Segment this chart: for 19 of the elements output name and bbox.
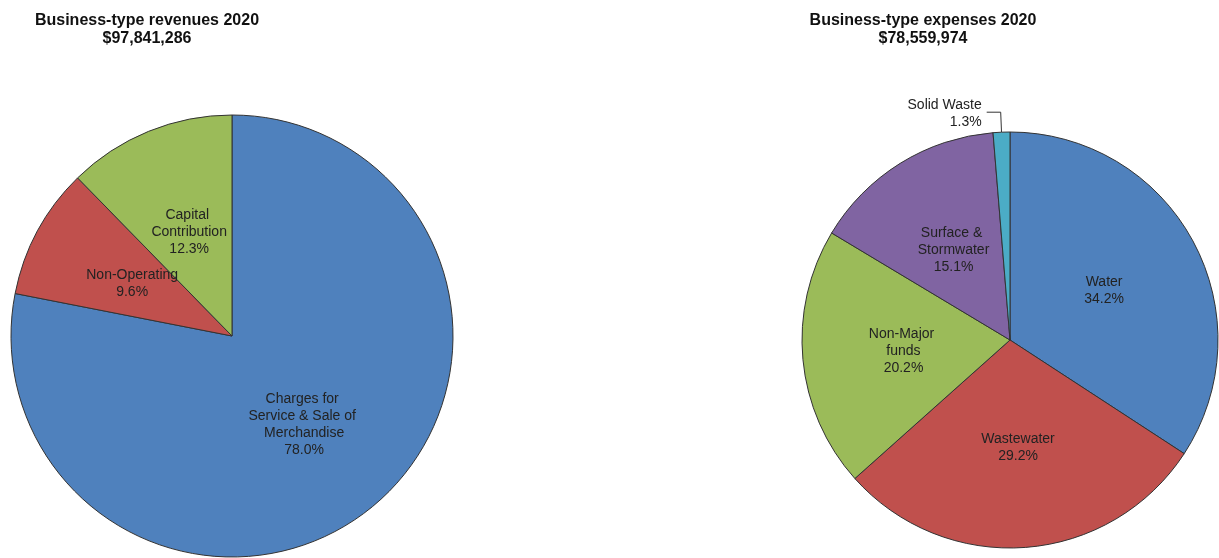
slice-label: Water — [1085, 272, 1123, 289]
data-label: 34.2% — [1084, 289, 1124, 306]
chart-title: Business-type revenues 2020 — [34, 10, 260, 28]
data-label: 9.6% — [116, 282, 149, 299]
slice-label: Capital Contribution — [151, 205, 227, 239]
data-label: 1.3% — [949, 112, 982, 129]
data-label: 29.2% — [998, 447, 1038, 464]
data-label: 20.2% — [883, 359, 924, 376]
slice-label: Surface & Stormwater — [917, 224, 990, 258]
chart-title: Business-type expenses 2020 — [809, 10, 1037, 28]
slice-label: Non-Major funds — [868, 325, 939, 359]
data-label: 78.0% — [284, 441, 324, 458]
data-label: 15.1% — [933, 258, 974, 275]
slice-label: Wastewater — [981, 430, 1056, 447]
chart-subtitle: $78,559,974 — [878, 28, 968, 46]
data-label: 12.3% — [169, 239, 210, 256]
chart-subtitle: $97,841,286 — [102, 28, 192, 46]
slice-label: Charges for Service & Sale of Merchandise — [248, 390, 360, 441]
slice-label: Solid Waste — [907, 95, 982, 112]
